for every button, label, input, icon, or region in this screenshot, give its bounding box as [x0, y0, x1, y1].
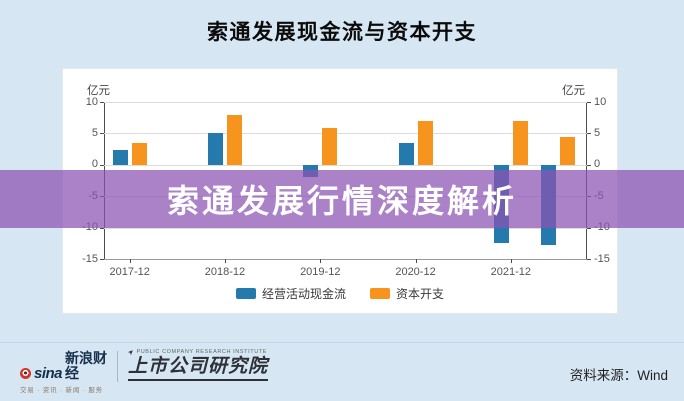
chart-legend: 经营活动现金流 资本开支: [63, 285, 617, 302]
sina-finance-logo: sina 新浪财经 交易 · 资讯 · 新闻 · 服务: [20, 351, 115, 394]
x-tick-label: 2019-12: [300, 266, 341, 278]
y-tick-mark: [587, 164, 591, 166]
gridline: [104, 227, 587, 229]
promo-overlay-text: 索通发展行情深度解析: [166, 183, 517, 219]
bar-capex: [417, 121, 433, 165]
y-axis-unit-right: 亿元: [562, 85, 585, 97]
legend-item: 经营活动现金流: [235, 285, 346, 302]
legend-label: 经营活动现金流: [261, 287, 346, 301]
x-tick-label: 2020-12: [395, 266, 436, 278]
y-tick-label: 0: [91, 158, 98, 171]
x-tick-mark: [415, 259, 417, 263]
y-tick-mark: [100, 227, 104, 229]
x-tick-label: 2018-12: [204, 266, 246, 278]
research-institute-logo: ➤ PUBLIC COMPANY RESEARCH INSTITUTE 上市公司…: [127, 348, 269, 381]
institute-english-text: PUBLIC COMPANY RESEARCH INSTITUTE: [136, 349, 267, 355]
legend-item: 资本开支: [370, 285, 444, 302]
sina-eye-icon: [20, 368, 31, 379]
institute-name: 上市公司研究院: [128, 356, 269, 381]
legend-label: 资本开支: [396, 287, 445, 301]
y-tick-label: 5: [91, 126, 98, 139]
sina-brand-text: 新浪财经: [65, 350, 108, 381]
y-tick-mark: [587, 133, 591, 135]
bar-capex: [226, 114, 242, 165]
data-source-label: 资料来源：Wind: [569, 368, 668, 383]
gridline: [104, 164, 587, 166]
y-tick-label: 10: [594, 95, 607, 108]
y-tick-mark: [100, 133, 104, 135]
y-tick-label: -15: [594, 252, 610, 265]
institute-english-line: ➤ PUBLIC COMPANY RESEARCH INSTITUTE: [127, 348, 268, 358]
bar-operating-cashflow: [112, 149, 128, 165]
x-tick-mark: [129, 259, 131, 263]
bar-capex: [322, 128, 338, 165]
x-tick-mark: [320, 259, 322, 263]
footer-divider: [117, 351, 118, 382]
y-tick-mark: [100, 259, 104, 260]
y-tick-label: 10: [85, 95, 98, 108]
promo-overlay-banner: 索通发展行情深度解析: [0, 170, 684, 228]
y-tick-mark: [587, 259, 591, 260]
x-tick-mark: [224, 259, 226, 263]
bar-operating-cashflow: [207, 133, 223, 165]
gridline: [104, 133, 587, 135]
x-tick-label: 2021-12: [490, 266, 531, 278]
legend-swatch: [370, 288, 390, 299]
bar-capex: [560, 136, 576, 165]
y-tick-mark: [100, 164, 104, 166]
x-tick-label: 2017-12: [109, 266, 150, 278]
y-tick-mark: [587, 227, 591, 229]
gridline: [104, 259, 587, 260]
sina-tagline: 交易 · 资讯 · 新闻 · 服务: [20, 387, 103, 394]
bar-capex: [131, 143, 147, 165]
y-tick-label: -15: [82, 252, 98, 265]
bar-operating-cashflow: [398, 142, 414, 165]
footer: sina 新浪财经 交易 · 资讯 · 新闻 · 服务 ➤ PUBLIC COM…: [0, 342, 684, 401]
y-tick-label: 5: [594, 126, 601, 139]
sina-logo-word: sina: [34, 365, 63, 382]
gridline: [104, 102, 587, 103]
y-tick-label: 0: [594, 158, 601, 171]
y-tick-mark: [100, 102, 104, 103]
y-tick-mark: [587, 102, 591, 103]
legend-swatch: [235, 288, 256, 299]
page-title: 索通发展现金流与资本开支: [207, 21, 477, 44]
bar-capex: [512, 120, 528, 165]
x-tick-mark: [510, 259, 512, 263]
y-axis-unit-left: 亿元: [87, 85, 110, 97]
